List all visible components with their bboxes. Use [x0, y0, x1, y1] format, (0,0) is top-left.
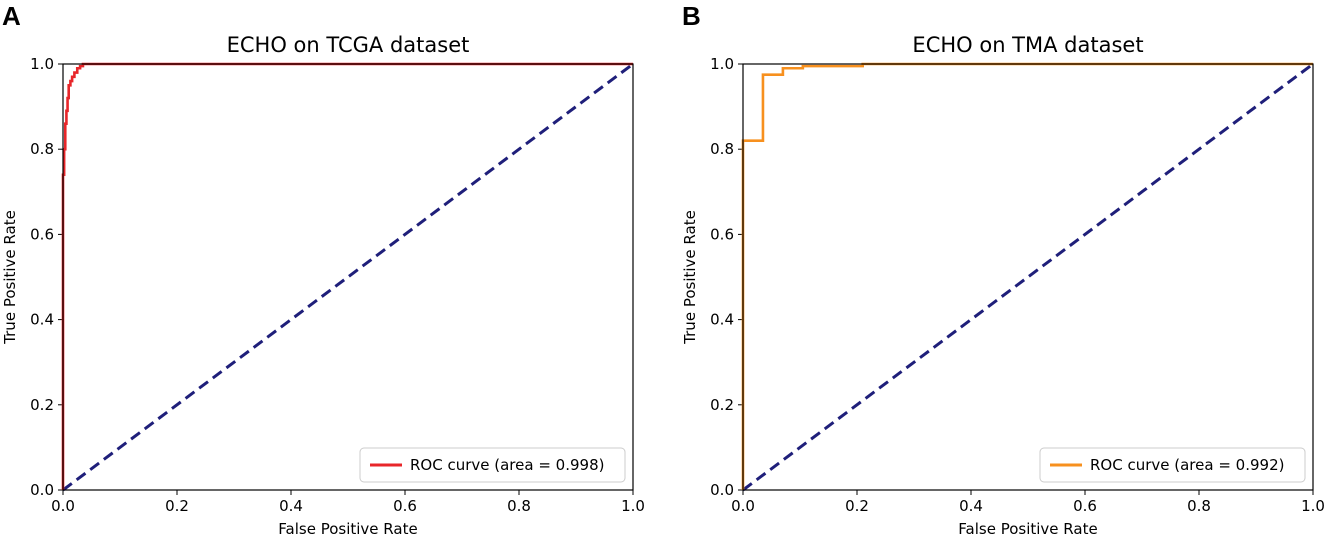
chart-a-ytick-label: 0.0 — [30, 481, 54, 499]
chart-b-roc-curve — [741, 62, 1313, 490]
chart-b-chance-line — [742, 62, 1314, 492]
chart-b-legend-label: ROC curve (area = 0.992) — [1090, 456, 1284, 474]
chart-a-title: ECHO on TCGA dataset — [227, 33, 470, 57]
chart-b-xlabel: False Positive Rate — [958, 520, 1097, 537]
chart-b-frame — [742, 63, 1314, 491]
chart-a-chance-line — [62, 62, 634, 492]
panel-letter-a: A — [2, 1, 21, 31]
chart-b-xtick-label: 0.8 — [1187, 497, 1211, 515]
chart-a-xtick-label: 0.8 — [507, 497, 531, 515]
chart-a-ytick-label: 0.6 — [30, 225, 54, 243]
chart-b-legend-box — [1039, 447, 1306, 483]
chart-a-frame — [62, 63, 634, 491]
chart-b-ytick-label: 0.0 — [710, 481, 734, 499]
chart-b-ytick-label: 0.6 — [710, 225, 734, 243]
chart-a-legend-box — [359, 447, 626, 483]
chart-b-ytick-label: 0.2 — [710, 396, 734, 414]
chart-a-ytick-label: 1.0 — [30, 55, 54, 73]
chart-b-xtick-label: 1.0 — [1301, 497, 1325, 515]
chart-a-ylabel: True Positive Rate — [1, 210, 19, 345]
chart-a-xtick-label: 0.6 — [393, 497, 417, 515]
chart-a-ytick-label: 0.2 — [30, 396, 54, 414]
chart-a-roc-curve — [61, 62, 633, 490]
chart-a-xtick-label: 0.4 — [279, 497, 303, 515]
chart-b-xtick-label: 0.0 — [731, 497, 755, 515]
chart-a-xtick-label: 0.2 — [165, 497, 189, 515]
panel-letter-b: B — [682, 1, 701, 31]
chart-a-xlabel: False Positive Rate — [278, 520, 417, 537]
chart-a-legend-label: ROC curve (area = 0.998) — [410, 456, 604, 474]
chart-a-ytick-label: 0.4 — [30, 311, 54, 329]
chart-a-ytick-label: 0.8 — [30, 140, 54, 158]
chart-b-ytick-label: 0.4 — [710, 311, 734, 329]
chart-b-ylabel: True Positive Rate — [681, 210, 699, 345]
chart-b-ytick-label: 0.8 — [710, 140, 734, 158]
chart-b-title: ECHO on TMA dataset — [912, 33, 1143, 57]
chart-b-xtick-label: 0.2 — [845, 497, 869, 515]
chart-a-xtick-label: 1.0 — [621, 497, 645, 515]
chart-b-xtick-label: 0.4 — [959, 497, 983, 515]
chart-a-xtick-label: 0.0 — [51, 497, 75, 515]
chart-b-ytick-label: 1.0 — [710, 55, 734, 73]
chart-b-xtick-label: 0.6 — [1073, 497, 1097, 515]
